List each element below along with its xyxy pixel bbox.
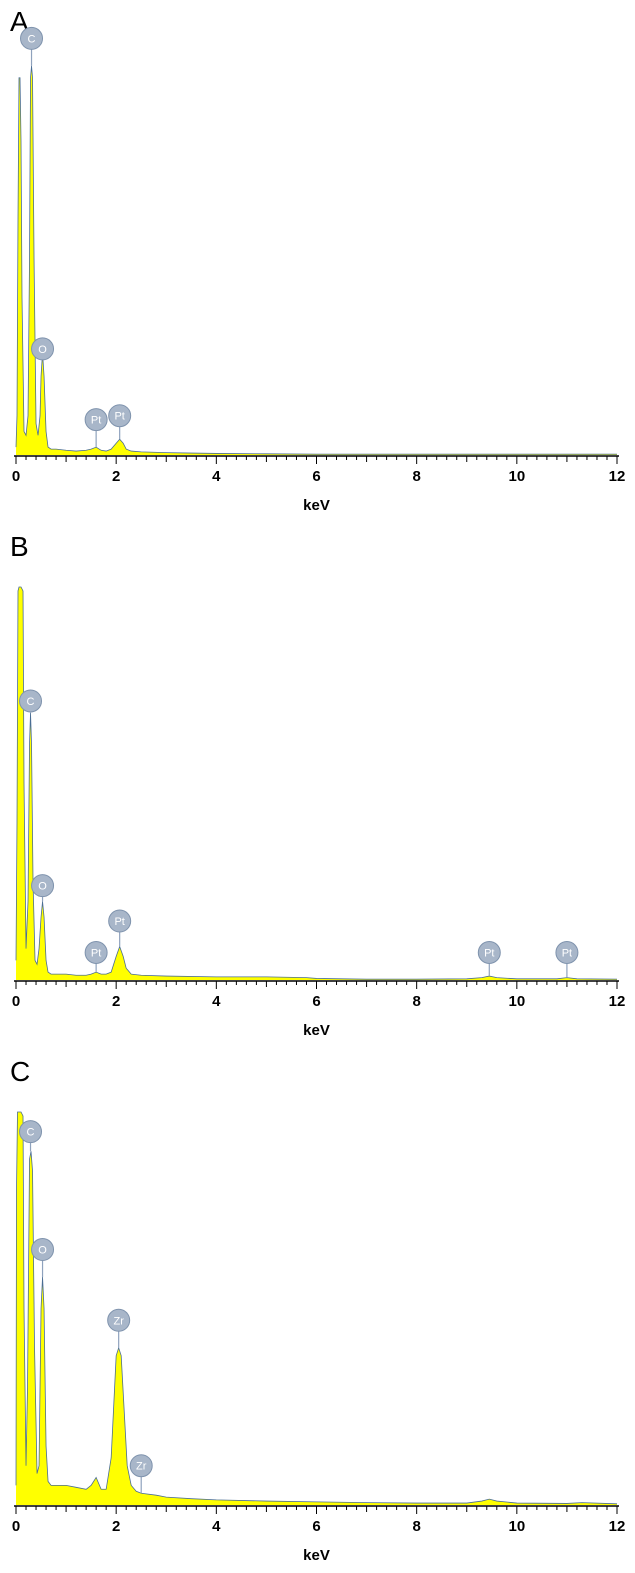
x-tick-label: 6 (312, 468, 320, 485)
spectrum-panel-a: A 0 2 4 6 8 10 12 keV C O Pt Pt (0, 0, 635, 520)
x-tick-label: 8 (412, 993, 420, 1010)
peak-marker-circle (108, 404, 132, 428)
x-tick-label: 12 (609, 1518, 626, 1535)
spectrum-panel-c: C 0 2 4 6 8 10 12 keV C O Zr Zr (0, 1050, 635, 1570)
spectrum-line (15, 586, 618, 980)
peak-marker-circle (31, 337, 55, 361)
x-tick-label: 4 (212, 993, 221, 1010)
spectrum-line (15, 65, 617, 455)
spectrum-area (16, 587, 617, 980)
peak-marker-label: C (27, 696, 35, 708)
x-axis-title: keV (303, 1547, 330, 1564)
spectrum-area (16, 1112, 617, 1505)
x-tick-label: 6 (312, 1518, 320, 1535)
x-tick-label: 10 (508, 993, 525, 1010)
panel-label: B (10, 531, 29, 562)
peak-marker-circle (31, 874, 55, 898)
peak-marker-label: Pt (91, 947, 101, 959)
x-tick-label: 4 (212, 1518, 221, 1535)
x-tick-label: 12 (609, 468, 626, 485)
eds-spectrum-chart: 0 2 4 6 8 10 12 keV C O Pt Pt Pt Pt (12, 586, 626, 1039)
x-tick-label: 0 (12, 993, 20, 1010)
eds-spectrum-chart: 0 2 4 6 8 10 12 keV C O Zr Zr (12, 1111, 626, 1564)
x-tick-label: 2 (112, 468, 120, 485)
peak-marker-label: O (38, 881, 47, 893)
peak-marker-circle (555, 940, 579, 964)
x-tick-label: 6 (312, 993, 320, 1010)
peak-marker-circle (84, 408, 108, 432)
peak-marker-label: Zr (136, 1461, 147, 1473)
x-tick-label: 10 (508, 468, 525, 485)
peak-marker-circle (477, 940, 501, 964)
peak-marker-label: C (27, 1127, 35, 1139)
x-tick-label: 2 (112, 1518, 120, 1535)
peak-marker-label: Zr (113, 1315, 124, 1327)
peak-marker-circle (107, 1308, 131, 1332)
x-tick-label: 4 (212, 468, 221, 485)
x-tick-label: 8 (412, 468, 420, 485)
peak-marker-circle (108, 909, 132, 933)
eds-spectrum-chart: 0 2 4 6 8 10 12 keV C O Pt Pt (12, 26, 626, 514)
peak-marker-circle (84, 940, 108, 964)
x-tick-label: 0 (12, 1518, 20, 1535)
peak-marker-label: Pt (114, 411, 124, 423)
peak-marker-label: Pt (484, 947, 494, 959)
peak-marker-label: Pt (114, 916, 124, 928)
x-tick-label: 8 (412, 1518, 420, 1535)
peak-marker-label: Pt (562, 947, 572, 959)
spectrum-line (15, 1111, 618, 1505)
x-axis-title: keV (303, 497, 330, 514)
peak-marker-circle (19, 1120, 43, 1144)
x-tick-label: 10 (508, 1518, 525, 1535)
peak-marker-circle (19, 689, 43, 713)
peak-marker-label: O (38, 344, 47, 356)
spectrum-area (16, 65, 617, 456)
x-tick-label: 12 (609, 993, 626, 1010)
peak-marker-circle (129, 1454, 153, 1478)
x-axis-title: keV (303, 1022, 330, 1039)
spectrum-panel-b: B 0 2 4 6 8 10 12 keV C O Pt Pt Pt Pt (0, 525, 635, 1045)
peak-marker-circle (20, 26, 44, 50)
panel-label: A (10, 6, 29, 37)
peak-marker-label: Pt (91, 415, 101, 427)
peak-marker-circle (31, 1238, 55, 1262)
x-tick-label: 0 (12, 468, 20, 485)
x-tick-label: 2 (112, 993, 120, 1010)
peak-marker-label: O (38, 1245, 47, 1257)
panel-label: C (10, 1056, 31, 1087)
peak-marker-label: C (28, 33, 36, 45)
